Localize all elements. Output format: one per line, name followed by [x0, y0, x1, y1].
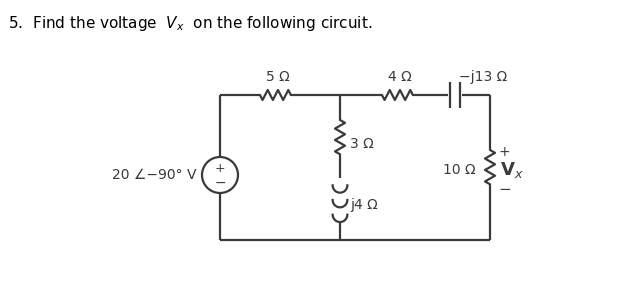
Text: +: +	[498, 145, 510, 159]
Text: $\mathbf{V}_x$: $\mathbf{V}_x$	[500, 160, 524, 180]
Text: −: −	[214, 176, 226, 190]
Text: 5 Ω: 5 Ω	[266, 70, 290, 84]
Text: −j13 Ω: −j13 Ω	[459, 70, 507, 84]
Text: +: +	[215, 162, 225, 175]
Text: 20 ∠−90° V: 20 ∠−90° V	[112, 168, 197, 182]
Text: 4 Ω: 4 Ω	[388, 70, 412, 84]
Text: 3 Ω: 3 Ω	[350, 137, 374, 151]
Text: j4 Ω: j4 Ω	[350, 198, 378, 212]
Text: 5.  Find the voltage  $V_x$  on the following circuit.: 5. Find the voltage $V_x$ on the followi…	[8, 14, 373, 33]
Text: 10 Ω: 10 Ω	[443, 163, 476, 177]
Text: −: −	[498, 182, 511, 198]
